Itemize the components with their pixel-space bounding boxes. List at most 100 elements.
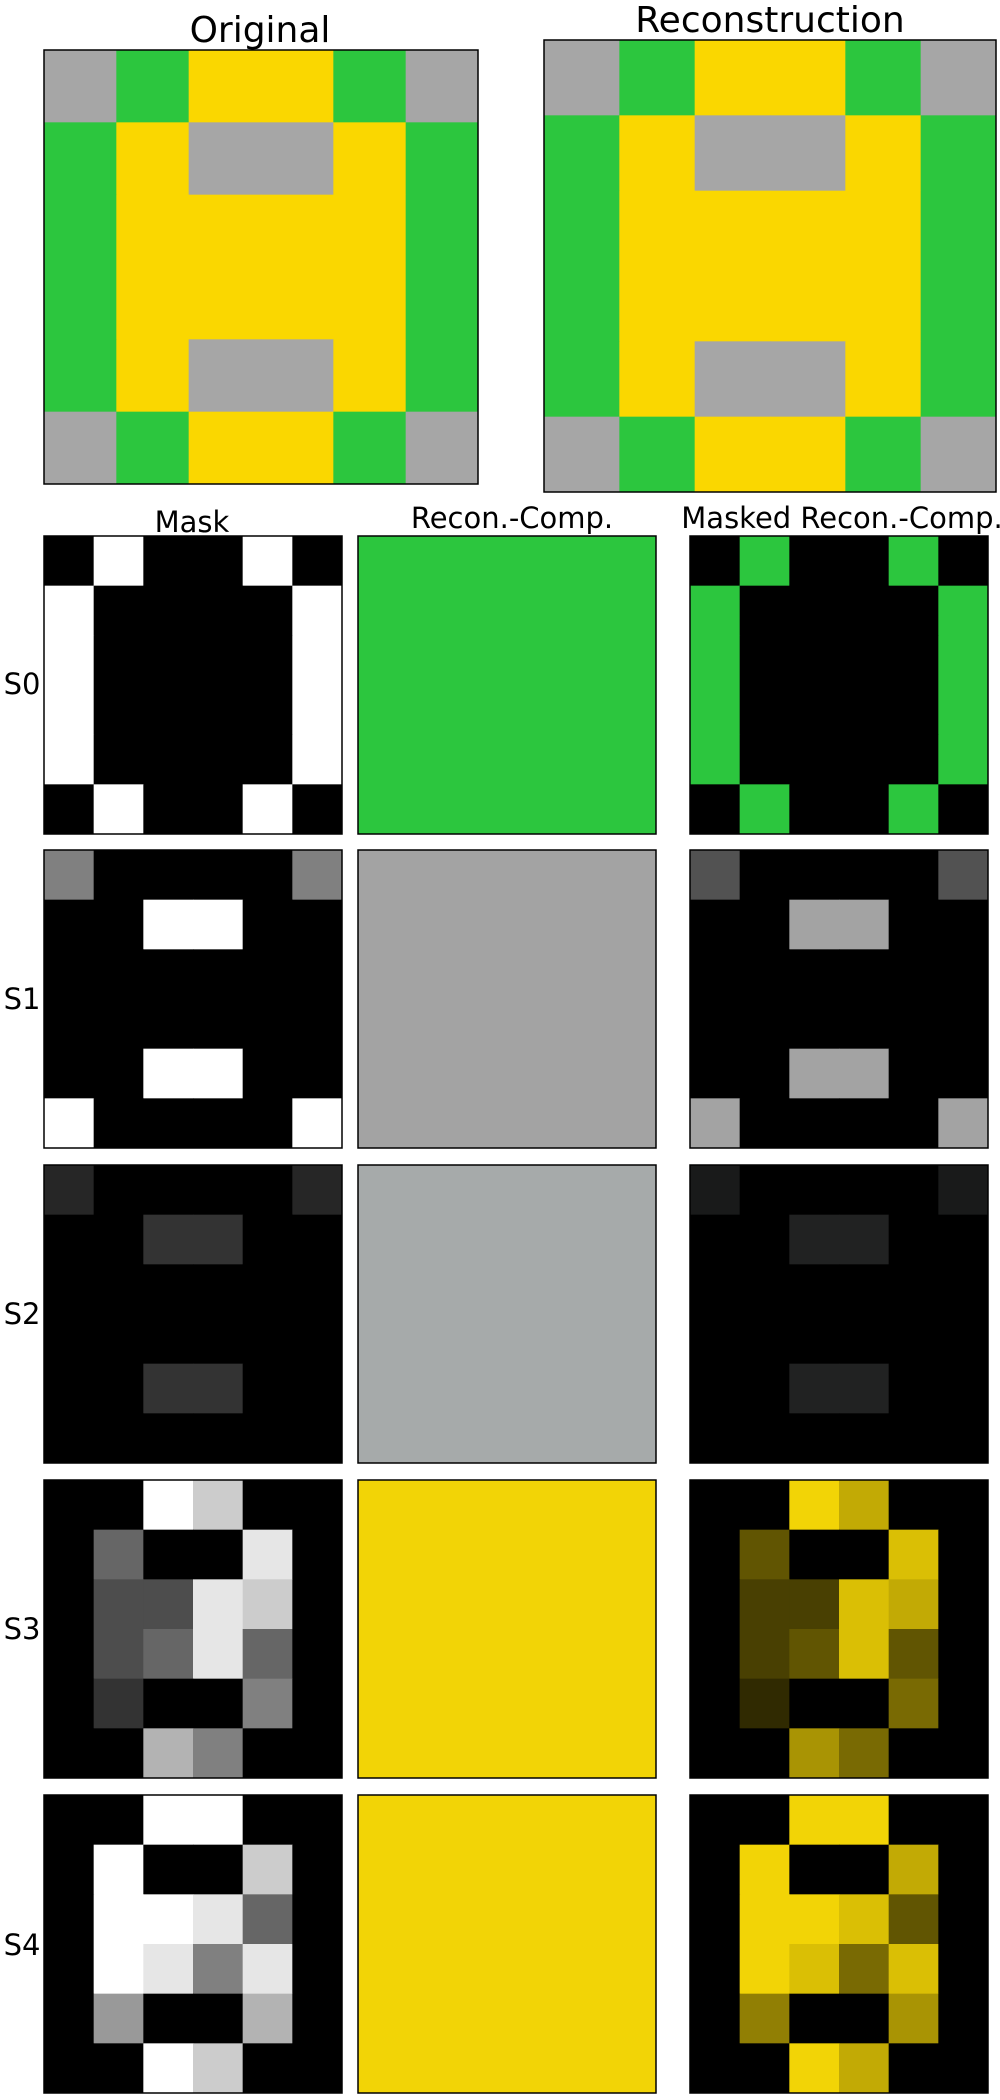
original-cell <box>44 50 117 123</box>
mask-cell <box>242 585 293 636</box>
mask-cell <box>44 1728 95 1779</box>
mask-panel-border <box>43 849 343 1149</box>
mask-cell <box>44 1678 95 1729</box>
reconstruction-cell <box>920 416 997 493</box>
masked-cell <box>938 635 989 686</box>
mask-cell <box>292 1629 343 1680</box>
reconstruction-cell <box>770 115 846 192</box>
reconstruction-cell <box>770 266 846 342</box>
original-image <box>43 49 479 485</box>
masked-cell <box>888 1480 939 1531</box>
reconstruction-cell <box>544 40 620 116</box>
reconstruction-cell <box>619 190 696 267</box>
mask-cell <box>292 635 343 686</box>
masked-cell <box>839 1993 890 2044</box>
masked-cell <box>839 1795 890 1846</box>
masked-cell <box>938 1728 989 1779</box>
masked-cell <box>739 685 790 736</box>
masked-cell <box>839 1894 890 1945</box>
masked-cell <box>938 1363 989 1414</box>
masked-cell <box>789 1844 840 1895</box>
mask-cell <box>193 635 244 686</box>
original-cell <box>116 194 190 268</box>
mask-cell <box>292 1314 343 1365</box>
mask-cell <box>44 1993 95 2044</box>
mask-cell <box>143 1844 194 1895</box>
mask-cell <box>93 1795 144 1846</box>
masked-cell <box>739 1413 790 1464</box>
mask-cell <box>242 1993 293 2044</box>
mask-cell <box>143 1314 194 1365</box>
mask-cell <box>242 536 293 587</box>
reconstruction-cell <box>619 115 696 192</box>
mask-cell <box>143 1165 194 1216</box>
mask-cell <box>242 1314 293 1365</box>
mask-cell <box>44 685 95 736</box>
masked-cell <box>938 1844 989 1895</box>
recon-comp-panel-s1 <box>357 849 657 1149</box>
masked-cell <box>888 1529 939 1580</box>
mask-cell <box>242 1944 293 1995</box>
mask-cell <box>143 784 194 835</box>
masked-cell <box>839 850 890 901</box>
masked-cell <box>888 1894 939 1945</box>
mask-panel-border <box>43 535 343 835</box>
mask-cell <box>44 1894 95 1945</box>
slot-label-s2: S2 <box>4 1297 41 1331</box>
mask-cell <box>292 899 343 950</box>
reconstruction-cell <box>544 115 620 192</box>
mask-cell <box>93 585 144 636</box>
mask-cell <box>193 1264 244 1315</box>
mask-cell <box>193 585 244 636</box>
mask-cell <box>93 949 144 1000</box>
original-cell <box>405 194 479 268</box>
masked-cell <box>938 2043 989 2094</box>
reconstruction-border <box>543 39 997 493</box>
masked-cell <box>690 1795 741 1846</box>
mask-cell <box>143 999 194 1050</box>
mask-cell <box>242 1844 293 1895</box>
masked-cell <box>839 1480 890 1531</box>
masked-cell <box>938 1314 989 1365</box>
masked-cell <box>888 635 939 686</box>
masked-cell <box>690 585 741 636</box>
mask-cell <box>242 635 293 686</box>
mask-cell <box>242 1363 293 1414</box>
mask-cell <box>143 1264 194 1315</box>
mask-cell <box>44 1844 95 1895</box>
mask-cell <box>93 1048 144 1099</box>
masked-cell <box>690 1214 741 1265</box>
original-cell <box>333 194 407 268</box>
masked-cell <box>938 1413 989 1464</box>
slot-rows <box>43 535 989 2094</box>
mask-cell <box>143 1529 194 1580</box>
masked-cell <box>739 1048 790 1099</box>
mask-cell <box>193 1678 244 1729</box>
masked-cell <box>739 850 790 901</box>
original-cell <box>44 411 117 485</box>
mask-cell <box>193 1214 244 1265</box>
masked-cell <box>938 1098 989 1149</box>
mask-cell <box>93 1480 144 1531</box>
masked-cell <box>938 1214 989 1265</box>
masked-cell <box>789 1048 840 1099</box>
masked-recon-comp-panel-s2 <box>689 1164 989 1464</box>
mask-cell <box>292 2043 343 2094</box>
masked-cell <box>739 1795 790 1846</box>
mask-cell <box>292 685 343 736</box>
reconstruction-cell <box>770 341 846 418</box>
mask-cell <box>292 1894 343 1945</box>
reconstruction-cell <box>920 190 997 267</box>
reconstruction-cell <box>544 416 620 493</box>
masked-cell <box>888 1048 939 1099</box>
original-cell <box>333 339 407 413</box>
mask-cell <box>143 1795 194 1846</box>
mask-cell <box>44 1363 95 1414</box>
mask-cell <box>242 899 293 950</box>
original-border <box>43 49 479 485</box>
mask-cell <box>44 2043 95 2094</box>
masked-cell <box>839 685 890 736</box>
original-cell <box>405 122 479 196</box>
mask-cell <box>143 1993 194 2044</box>
